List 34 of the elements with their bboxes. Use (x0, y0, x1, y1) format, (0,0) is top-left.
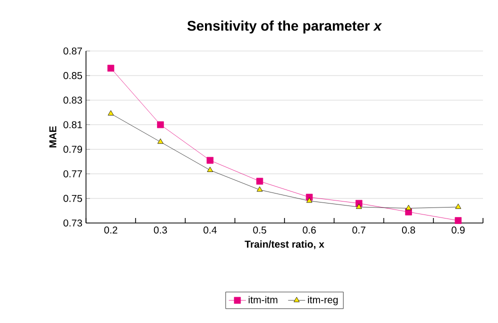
legend-label: itm-reg (308, 296, 338, 306)
x-tick-label: 0.6 (302, 226, 316, 234)
x-tick-label: 0.9 (452, 226, 465, 234)
point (406, 204, 412, 210)
point (256, 186, 263, 192)
point (256, 178, 264, 185)
y-tick-label: 0.77 (63, 170, 82, 178)
x-tick-label: 0.5 (253, 226, 266, 234)
x-axis-title: Train/test ratio, x (244, 240, 324, 250)
y-tick-label: 0.73 (63, 219, 82, 227)
x-tick-label: 0.3 (154, 226, 167, 234)
point (108, 110, 114, 116)
x-tick-label: 0.4 (204, 226, 217, 234)
point (455, 204, 462, 209)
y-tick-label: 0.81 (63, 121, 82, 128)
chart-title: Sensitivity of the parameter x (187, 20, 382, 34)
point (107, 64, 114, 72)
point (207, 166, 214, 172)
x-tick-label: 0.2 (104, 226, 118, 234)
y-tick-label: 0.79 (63, 146, 82, 153)
point (157, 121, 164, 128)
x-tick-label: 0.8 (402, 226, 416, 234)
point (157, 138, 164, 144)
x-tick-label: 0.7 (352, 226, 366, 234)
y-tick-label: 0.87 (63, 47, 82, 55)
point (306, 197, 312, 203)
y-tick-label: 0.85 (63, 72, 82, 80)
point (206, 156, 214, 164)
point (356, 204, 362, 209)
point (454, 217, 462, 224)
y-axis-title: MAE (49, 126, 56, 148)
y-tick-label: 0.83 (63, 96, 82, 104)
legend-label: itm-itm (248, 296, 278, 304)
y-tick-label: 0.75 (63, 194, 82, 202)
